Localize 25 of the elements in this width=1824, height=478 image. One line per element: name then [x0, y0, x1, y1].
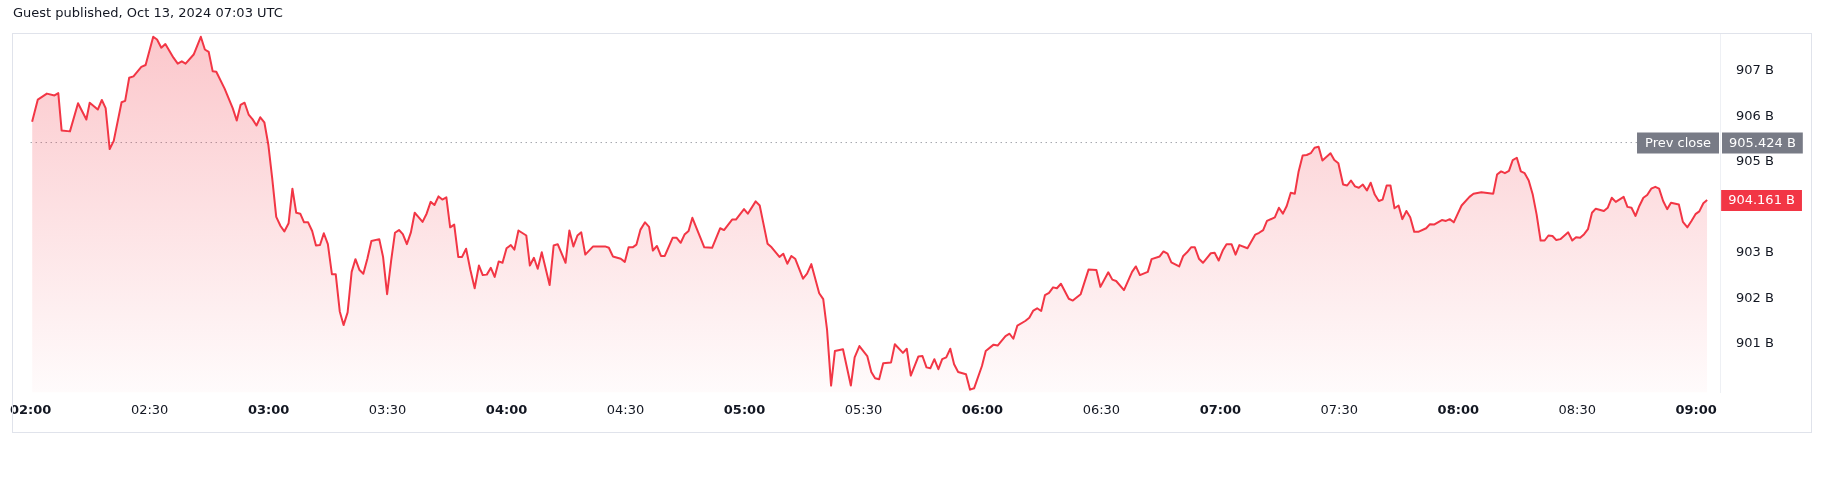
- y-tick-label: 906 B: [1736, 107, 1774, 123]
- x-tick-label: 07:00: [1199, 401, 1242, 417]
- y-tick-label: 901 B: [1736, 335, 1774, 351]
- y-tick-label: 907 B: [1736, 62, 1774, 78]
- ref-line-label: Prev close: [1645, 134, 1712, 150]
- x-tick-label: 03:00: [247, 401, 290, 417]
- x-tick-label: 07:30: [1320, 401, 1359, 417]
- y-tick-label: 902 B: [1736, 289, 1774, 305]
- x-tick-label: 03:30: [368, 401, 407, 417]
- y-tick-label: 903 B: [1736, 244, 1774, 260]
- text: 905.424 B: [1729, 134, 1796, 150]
- x-tick-label: 02:00: [9, 401, 52, 417]
- x-tick-label: 06:00: [961, 401, 1004, 417]
- chart-title: Guest published, Oct 13, 2024 07:03 UTC: [13, 5, 283, 21]
- x-tick-label: 04:30: [606, 401, 645, 417]
- x-tick-label: 05:30: [844, 401, 883, 417]
- x-tick-label: 08:30: [1558, 401, 1596, 417]
- annotation: 904.161 B: [1728, 192, 1795, 208]
- x-tick-label: 06:30: [1082, 401, 1121, 417]
- x-tick-label: 04:00: [485, 401, 528, 417]
- x-tick-label: 08:00: [1437, 401, 1479, 417]
- y-tick-label: 905 B: [1736, 153, 1774, 169]
- x-tick-label: 09:00: [1675, 401, 1717, 417]
- x-tick-label: 05:00: [723, 401, 766, 417]
- x-tick-label: 02:30: [130, 401, 169, 417]
